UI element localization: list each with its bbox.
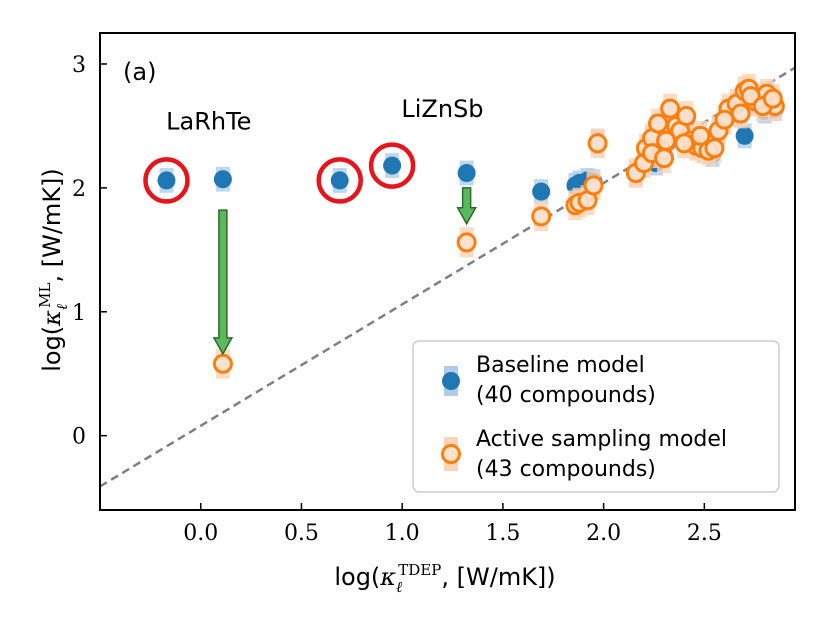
- baseline-point: [213, 170, 232, 189]
- active-point: [531, 206, 552, 227]
- active-point: [762, 88, 783, 109]
- legend-baseline-marker: [442, 372, 460, 390]
- legend-box: [412, 340, 780, 493]
- x-tick-label: 2.5: [687, 521, 722, 546]
- active-point: [674, 133, 695, 154]
- legend-active-marker: [441, 444, 461, 464]
- baseline-point: [532, 182, 551, 201]
- active-point: [704, 138, 725, 159]
- legend: Baseline model (40 compounds) Active sam…: [412, 340, 780, 493]
- shift-arrow: [456, 187, 477, 226]
- legend-baseline-label-line2: (40 compounds): [476, 383, 656, 408]
- baseline-point: [157, 171, 176, 190]
- active-point: [648, 113, 669, 134]
- y-axis-label: log(κℓML, [W/mK]): [36, 168, 71, 372]
- active-point: [212, 353, 233, 374]
- active-point: [654, 148, 675, 169]
- y-axis: 0 1 2 3: [72, 53, 107, 450]
- legend-active-label-line1: Active sampling model: [476, 427, 727, 452]
- highlight-circle: [316, 157, 363, 204]
- axes-frame: [99, 32, 796, 511]
- x-tick-label: 0.5: [284, 521, 319, 546]
- y-tick-label: 3: [72, 53, 86, 78]
- active-point: [714, 109, 735, 130]
- baseline-point: [735, 126, 754, 145]
- legend-baseline-label-line1: Baseline model: [476, 353, 645, 378]
- active-point: [660, 98, 681, 119]
- x-tick-label: 1.5: [485, 521, 520, 546]
- active-point: [456, 232, 477, 253]
- active-point: [587, 133, 608, 154]
- baseline-point: [457, 164, 476, 183]
- baseline-point: [330, 171, 349, 190]
- compound-annotation: LaRhTe: [166, 108, 251, 136]
- y-tick-label: 0: [72, 425, 86, 450]
- active-point: [676, 106, 697, 127]
- highlight-circle: [368, 142, 416, 189]
- x-tick-label: 2.0: [586, 521, 621, 546]
- x-tick-label: 1.0: [385, 521, 420, 546]
- x-tick-label: 0.0: [183, 521, 218, 546]
- panel-label: (a): [123, 58, 156, 86]
- x-axis: 0.0 0.5 1.0 1.5 2.0 2.5: [183, 503, 722, 546]
- compound-annotation: LiZnSb: [401, 95, 483, 123]
- active-point: [583, 175, 604, 196]
- y-tick-label: 2: [72, 177, 86, 202]
- y-tick-label: 1: [72, 301, 86, 326]
- active-point: [690, 125, 711, 146]
- active-point: [730, 103, 751, 124]
- plot-area: LaRhTe LiZnSb: [99, 66, 796, 488]
- highlight-circle: [143, 157, 190, 204]
- x-axis-label: log(κℓTDEP, [W/mK]): [334, 561, 555, 596]
- baseline-point: [383, 156, 402, 175]
- shift-arrow: [212, 209, 234, 356]
- legend-active-label-line2: (43 compounds): [476, 457, 656, 482]
